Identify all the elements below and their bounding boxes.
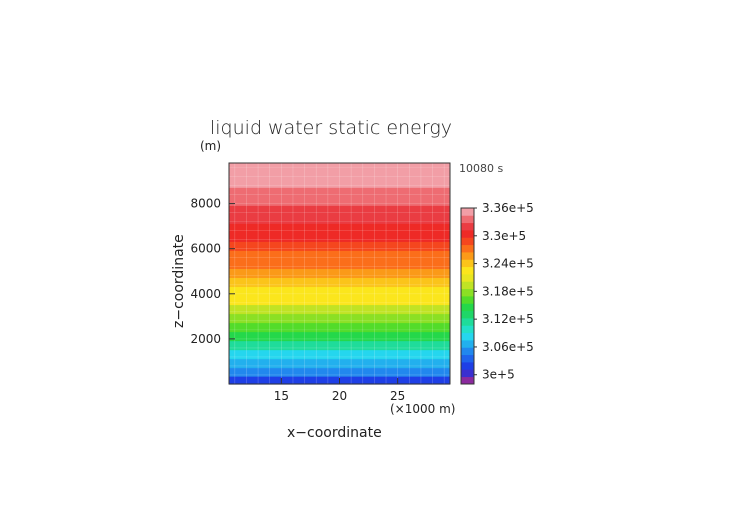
- x-axis: 15 20 25: [274, 378, 405, 403]
- plot-grid: [229, 163, 450, 384]
- contour-band: [229, 341, 450, 351]
- colorbar-label: 3.36e+5: [482, 201, 534, 215]
- y-unit-label: (m): [200, 139, 221, 153]
- colorbar-label: 3.3e+5: [482, 229, 526, 243]
- y-tick-label: 4000: [190, 287, 221, 301]
- colorbar-swatch: [461, 252, 474, 260]
- colorbar-label: 3.24e+5: [482, 257, 534, 271]
- chart-title: liquid water static energy: [210, 117, 452, 139]
- contour-band: [229, 232, 450, 243]
- colorbar-swatch: [461, 288, 474, 297]
- colorbar-swatch: [461, 208, 474, 216]
- colorbar-swatch: [461, 230, 474, 238]
- colorbar-swatch: [461, 369, 474, 378]
- colorbar-swatch: [461, 332, 474, 341]
- colorbar-swatch: [461, 303, 474, 312]
- contour-band: [229, 205, 450, 216]
- contour-band: [229, 305, 450, 315]
- contour-band: [229, 296, 450, 306]
- contour-band: [229, 323, 450, 333]
- contour-band: [229, 359, 450, 369]
- colorbar-swatch: [461, 215, 474, 224]
- contour-band: [229, 314, 450, 324]
- x-axis-label: x−coordinate: [287, 425, 382, 441]
- x-tick-label: 15: [274, 389, 289, 403]
- colorbar-swatch: [461, 281, 474, 290]
- colorbar-swatch: [461, 347, 474, 356]
- colorbar: [460, 207, 475, 385]
- colorbar-swatch: [461, 318, 474, 326]
- contour-band: [229, 350, 450, 360]
- colorbar-label: 3.18e+5: [482, 284, 534, 298]
- colorbar-label: 3.06e+5: [482, 340, 534, 354]
- y-tick-label: 2000: [190, 332, 221, 346]
- contour-band: [229, 178, 450, 189]
- y-tick-label: 6000: [190, 242, 221, 256]
- colorbar-swatch: [461, 325, 474, 334]
- contour-band: [229, 214, 450, 225]
- y-tick-label: 8000: [190, 197, 221, 211]
- colorbar-swatch: [461, 237, 474, 246]
- contour-band: [229, 368, 450, 378]
- colorbar-swatch: [461, 362, 474, 370]
- contour-band: [229, 332, 450, 342]
- colorbar-swatch: [461, 274, 474, 282]
- contour-band: [229, 241, 450, 252]
- contour-band: [229, 259, 450, 270]
- contour-band: [229, 187, 450, 198]
- colorbar-frame: [460, 207, 475, 385]
- colorbar-swatch: [461, 259, 474, 268]
- plot-area: [229, 163, 450, 385]
- y-axis: 2000 4000 6000 8000: [190, 197, 235, 346]
- time-label: 10080 s: [459, 162, 503, 175]
- colorbar-label: 3.12e+5: [482, 312, 534, 326]
- colorbar-labels: 3e+5 3.06e+5 3.12e+5 3.18e+5 3.24e+5 3.3e+5 3.…: [474, 201, 534, 382]
- x-tick-label: 20: [332, 389, 347, 403]
- contour-band: [229, 196, 450, 207]
- y-axis-label: z−coordinate: [171, 234, 187, 328]
- colorbar-swatch: [461, 376, 474, 385]
- colorbar-swatch: [461, 340, 474, 348]
- colorbar-swatch: [461, 296, 474, 304]
- x-unit-label: (×1000 m): [390, 402, 455, 416]
- contour-band: [229, 169, 450, 180]
- contour-band: [229, 287, 450, 297]
- x-tick-label: 25: [390, 389, 405, 403]
- colorbar-swatch: [461, 244, 474, 253]
- colorbar-swatch: [461, 266, 474, 275]
- colorbar-label: 3e+5: [482, 368, 515, 382]
- contour-band: [229, 163, 450, 171]
- contour-band: [229, 223, 450, 234]
- contour-band: [229, 278, 450, 288]
- colorbar-swatch: [461, 354, 474, 363]
- colorbar-swatch: [461, 310, 474, 319]
- colorbar-swatch: [461, 222, 474, 231]
- contour-band: [229, 268, 450, 279]
- contour-band: [229, 250, 450, 261]
